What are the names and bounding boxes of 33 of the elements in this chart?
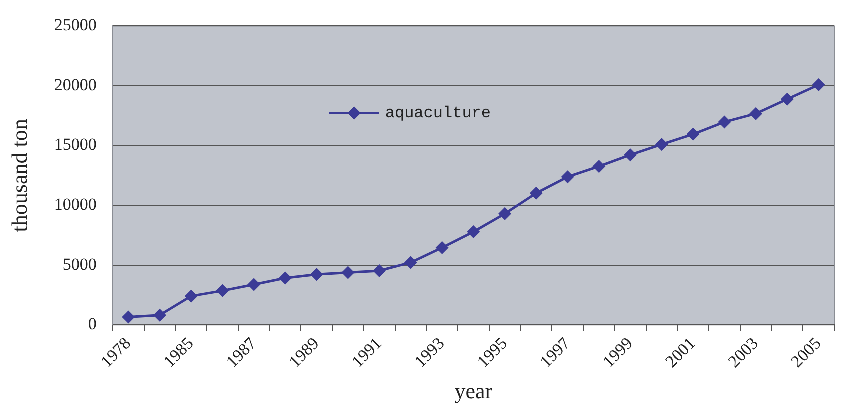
point [184,290,198,303]
y-tick-label: 25000 [54,16,97,35]
point [373,264,386,278]
y-tick-label: 15000 [54,135,97,154]
point [153,308,166,322]
point [561,170,574,184]
point [780,92,794,106]
y-tick-label: 20000 [54,75,97,94]
point [750,107,763,120]
point [467,225,480,238]
point [498,207,512,220]
point [812,78,826,92]
y-tick-label: 10000 [54,195,97,214]
point [655,138,668,152]
point [404,256,418,270]
point [310,268,324,282]
x-axis-title: year [454,378,494,404]
point [530,186,543,200]
y-tick-label: 5000 [62,254,97,274]
y-axis-title: thousand ton [6,119,32,232]
point [624,148,638,162]
point [278,272,292,285]
point [718,116,732,129]
point [122,310,136,324]
point [216,284,230,298]
point [342,266,355,280]
point [686,128,700,141]
point [248,278,261,292]
x-tick-label: 1991 [348,334,386,372]
point [592,160,606,174]
y-tick-label: 0 [88,314,97,334]
point [436,241,449,254]
legend-label: aquaculture [385,104,492,122]
